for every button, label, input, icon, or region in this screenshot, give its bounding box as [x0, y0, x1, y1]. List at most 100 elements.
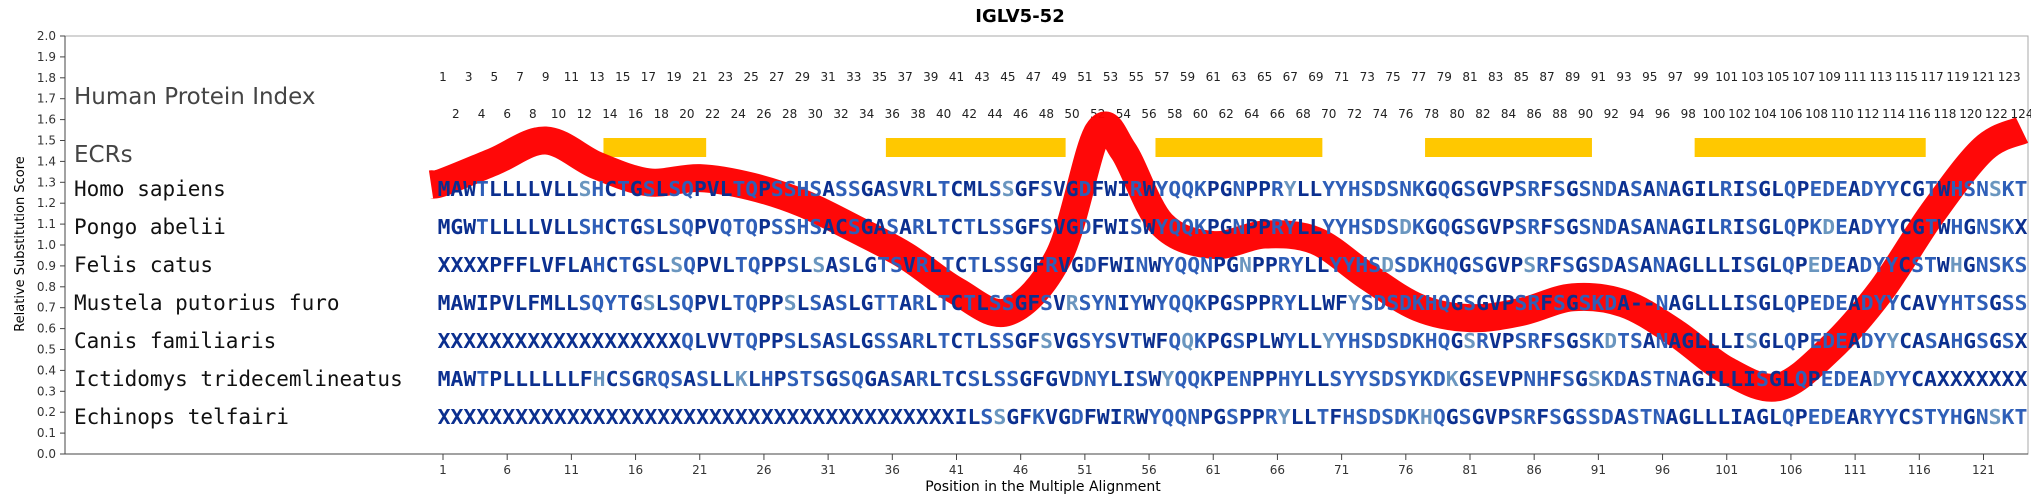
- index-number: 106: [1779, 107, 1802, 121]
- x-tick-label: 76: [1398, 463, 1413, 477]
- index-number: 93: [1616, 70, 1631, 84]
- index-number: 78: [1424, 107, 1439, 121]
- index-number: 118: [1934, 107, 1957, 121]
- index-number: 35: [872, 70, 887, 84]
- index-number: 92: [1604, 107, 1619, 121]
- index-number: 76: [1398, 107, 1413, 121]
- index-number: 64: [1244, 107, 1259, 121]
- index-number: 90: [1578, 107, 1593, 121]
- index-number: 5: [491, 70, 499, 84]
- index-number: 111: [1844, 70, 1867, 84]
- index-number: 112: [1856, 107, 1879, 121]
- index-number: 2: [452, 107, 460, 121]
- index-number: 61: [1206, 70, 1221, 84]
- index-number: 114: [1882, 107, 1905, 121]
- index-number: 56: [1141, 107, 1156, 121]
- index-number: 38: [910, 107, 925, 121]
- ecr-bar: [1425, 138, 1592, 157]
- y-tick-label: 1.6: [37, 113, 56, 127]
- species-name: Mustela putorius furo: [74, 291, 340, 315]
- index-number: 94: [1629, 107, 1644, 121]
- index-number: 88: [1552, 107, 1567, 121]
- index-number: 117: [1921, 70, 1944, 84]
- ecr-bar: [885, 138, 1066, 157]
- ecr-bar: [1155, 138, 1323, 157]
- human-protein-index-label: Human Protein Index: [74, 84, 316, 110]
- index-number: 85: [1514, 70, 1529, 84]
- index-number: 101: [1715, 70, 1738, 84]
- x-tick-label: 21: [692, 463, 707, 477]
- index-number: 77: [1411, 70, 1426, 84]
- y-tick-label: 1.0: [37, 238, 56, 252]
- index-number: 79: [1437, 70, 1452, 84]
- species-name: Felis catus: [74, 253, 213, 277]
- index-number: 84: [1501, 107, 1516, 121]
- index-number: 22: [705, 107, 720, 121]
- species-sequence: MAWIPVLFMLLSQYTGSLSQPVLTQPPSLSASLGTTARLT…: [438, 291, 2028, 315]
- x-tick-label: 81: [1462, 463, 1477, 477]
- index-number: 83: [1488, 70, 1503, 84]
- index-number: 110: [1831, 107, 1854, 121]
- y-tick-label: 0.9: [37, 259, 56, 273]
- y-tick-label: 0.7: [37, 301, 56, 315]
- index-number: 7: [516, 70, 524, 84]
- index-number: 17: [641, 70, 656, 84]
- index-number: 120: [1959, 107, 1982, 121]
- index-number: 41: [949, 70, 964, 84]
- x-tick-label: 11: [564, 463, 579, 477]
- x-tick-label: 116: [1908, 463, 1931, 477]
- index-number: 82: [1475, 107, 1490, 121]
- index-number: 66: [1270, 107, 1285, 121]
- index-number: 57: [1154, 70, 1169, 84]
- species-sequence: XXXXPFFLVFLAHCTGSLSQPVLTQPPSLSASLGTSVRLT…: [438, 253, 2028, 277]
- index-number: 113: [1869, 70, 1892, 84]
- index-number: 96: [1655, 107, 1670, 121]
- y-tick-label: 0.4: [37, 363, 56, 377]
- species-name: Echinops telfairi: [74, 405, 289, 429]
- index-number: 28: [782, 107, 797, 121]
- index-number: 89: [1565, 70, 1580, 84]
- substitution-score-curve: [428, 111, 2029, 402]
- x-tick-label: 56: [1141, 463, 1156, 477]
- index-number: 45: [1000, 70, 1015, 84]
- chart-title: IGLV5-52: [975, 6, 1064, 27]
- index-number: 4: [478, 107, 486, 121]
- x-tick-label: 121: [1972, 463, 1995, 477]
- ecr-bar: [1694, 138, 1926, 157]
- x-tick-label: 31: [820, 463, 835, 477]
- index-number: 68: [1295, 107, 1310, 121]
- index-number: 46: [1013, 107, 1028, 121]
- index-number: 74: [1372, 107, 1387, 121]
- index-number: 63: [1231, 70, 1246, 84]
- y-tick-label: 1.7: [37, 92, 56, 106]
- species-name: Canis familiaris: [74, 329, 276, 353]
- species-name: Ictidomys tridecemlineatus: [74, 367, 403, 391]
- index-number: 71: [1334, 70, 1349, 84]
- index-number: 72: [1347, 107, 1362, 121]
- ecr-bar: [603, 138, 707, 157]
- index-number: 75: [1385, 70, 1400, 84]
- species-sequence: MGWTLLLLVLLSHCTGSLSQPVQTQPSSHSACSGASARLT…: [438, 215, 2028, 239]
- x-tick-label: 26: [756, 463, 771, 477]
- x-tick-label: 61: [1206, 463, 1221, 477]
- x-tick-label: 106: [1779, 463, 1802, 477]
- index-number: 1: [439, 70, 447, 84]
- y-tick-label: 2.0: [37, 29, 56, 43]
- index-number: 119: [1946, 70, 1969, 84]
- y-tick-label: 0.0: [37, 447, 56, 461]
- x-axis-label: Position in the Multiple Alignment: [925, 479, 1161, 495]
- index-number: 33: [846, 70, 861, 84]
- y-tick-label: 1.1: [37, 217, 56, 231]
- y-tick-label: 0.3: [37, 384, 56, 398]
- index-number: 15: [615, 70, 630, 84]
- index-number: 18: [654, 107, 669, 121]
- index-number: 47: [1026, 70, 1041, 84]
- index-number: 116: [1908, 107, 1931, 121]
- index-number: 60: [1193, 107, 1208, 121]
- index-number: 122: [1985, 107, 2008, 121]
- x-tick-label: 16: [628, 463, 643, 477]
- index-number: 54: [1116, 107, 1131, 121]
- index-number: 32: [833, 107, 848, 121]
